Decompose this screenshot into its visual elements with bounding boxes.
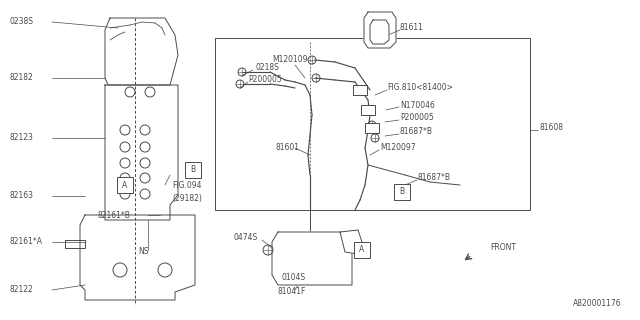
Polygon shape	[340, 230, 362, 254]
Bar	[117, 177, 133, 193]
Text: 0238S: 0238S	[10, 18, 34, 27]
Bar	[361, 105, 375, 115]
Text: N170046: N170046	[400, 100, 435, 109]
Bar	[365, 123, 379, 133]
Text: 82182: 82182	[10, 74, 34, 83]
Text: 82161*A: 82161*A	[10, 237, 43, 246]
Bar	[185, 162, 201, 178]
Bar	[394, 184, 410, 200]
Polygon shape	[364, 12, 396, 48]
Text: FRONT: FRONT	[490, 244, 516, 252]
Text: 0104S: 0104S	[282, 274, 306, 283]
Text: FIG.810<81400>: FIG.810<81400>	[387, 84, 453, 92]
Bar	[354, 242, 370, 258]
Text: B: B	[191, 165, 196, 174]
Polygon shape	[105, 18, 178, 85]
Text: 81687*B: 81687*B	[418, 173, 451, 182]
Bar	[215, 38, 530, 210]
Text: 81611: 81611	[400, 23, 424, 33]
Text: M120097: M120097	[380, 143, 415, 153]
Polygon shape	[80, 215, 195, 300]
Text: 0218S: 0218S	[255, 63, 279, 73]
Text: B: B	[399, 188, 404, 196]
Text: P200005: P200005	[400, 114, 434, 123]
Text: 81601: 81601	[275, 143, 299, 153]
Text: 82122: 82122	[10, 285, 34, 294]
Text: 82123: 82123	[10, 133, 34, 142]
Text: M120109: M120109	[272, 55, 307, 65]
Text: FIG.094: FIG.094	[172, 181, 202, 190]
Polygon shape	[370, 20, 389, 44]
Text: NS: NS	[138, 247, 148, 257]
Text: P200005: P200005	[248, 76, 282, 84]
Text: A820001176: A820001176	[573, 299, 622, 308]
Bar	[353, 85, 367, 95]
Text: A: A	[122, 180, 127, 189]
Text: 81041F: 81041F	[278, 287, 307, 297]
Polygon shape	[65, 240, 85, 248]
Text: A: A	[360, 245, 365, 254]
Text: 82161*B: 82161*B	[98, 211, 131, 220]
Text: (29182): (29182)	[172, 194, 202, 203]
Text: 0474S: 0474S	[233, 234, 257, 243]
Text: 81608: 81608	[540, 124, 564, 132]
Text: 81687*B: 81687*B	[400, 127, 433, 137]
Polygon shape	[272, 232, 352, 285]
Text: 82163: 82163	[10, 191, 34, 201]
Polygon shape	[105, 85, 178, 220]
